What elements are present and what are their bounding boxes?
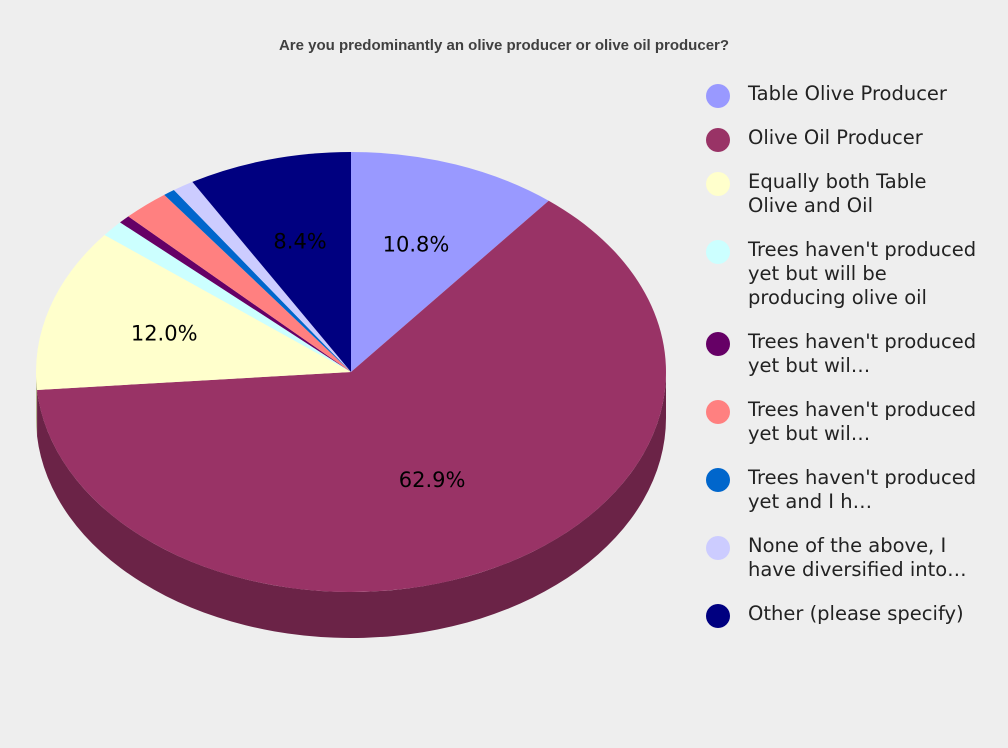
legend-swatch bbox=[706, 468, 730, 492]
legend-item[interactable]: Olive Oil Producer bbox=[706, 126, 978, 152]
slice-label-2: 12.0% bbox=[131, 321, 198, 345]
legend-item[interactable]: Trees haven't produced yet and I h… bbox=[706, 466, 978, 514]
legend-swatch bbox=[706, 604, 730, 628]
legend-label: Trees haven't produced yet but wil… bbox=[748, 398, 977, 445]
legend-label: Trees haven't produced yet but will be p… bbox=[748, 238, 977, 309]
legend-label: Table Olive Producer bbox=[748, 82, 947, 105]
chart-title: Are you predominantly an olive producer … bbox=[278, 37, 730, 54]
legend-swatch bbox=[706, 172, 730, 196]
pie-slice-2[interactable] bbox=[36, 234, 352, 390]
slice-label-0: 10.8% bbox=[383, 232, 450, 256]
pie-slice-7[interactable] bbox=[173, 181, 351, 372]
pie-slice-0[interactable] bbox=[351, 152, 549, 372]
legend-label: Equally both Table Olive and Oil bbox=[748, 170, 927, 217]
legend-swatch bbox=[706, 128, 730, 152]
legend-item[interactable]: Table Olive Producer bbox=[706, 82, 978, 108]
pie-slice-3[interactable] bbox=[104, 222, 351, 372]
slice-label-8: 8.4% bbox=[273, 229, 326, 253]
legend-label: Trees haven't produced yet but wil… bbox=[748, 330, 977, 377]
legend-swatch bbox=[706, 332, 730, 356]
legend-label: Trees haven't produced yet and I h… bbox=[748, 466, 977, 513]
pie-slice-5[interactable] bbox=[128, 194, 351, 372]
pie-slice-side-2 bbox=[36, 372, 38, 436]
pie-slice-6[interactable] bbox=[164, 190, 351, 372]
legend-label: Olive Oil Producer bbox=[748, 126, 923, 149]
legend-swatch bbox=[706, 84, 730, 108]
legend-swatch bbox=[706, 536, 730, 560]
legend-item[interactable]: Trees haven't produced yet but wil… bbox=[706, 398, 978, 446]
legend-label: Other (please specify) bbox=[748, 602, 964, 625]
legend-item[interactable]: Equally both Table Olive and Oil bbox=[706, 170, 978, 218]
legend-item[interactable]: Other (please specify) bbox=[706, 602, 978, 628]
pie-slice-8[interactable] bbox=[192, 152, 351, 372]
legend-item[interactable]: Trees haven't produced yet but will be p… bbox=[706, 238, 978, 310]
legend-item[interactable]: Trees haven't produced yet but wil… bbox=[706, 330, 978, 378]
slice-label-1: 62.9% bbox=[399, 468, 466, 492]
pie-slice-4[interactable] bbox=[120, 216, 351, 372]
pie-slice-side-1 bbox=[37, 372, 666, 639]
legend-swatch bbox=[706, 240, 730, 264]
legend-swatch bbox=[706, 400, 730, 424]
pie-slice-1[interactable] bbox=[37, 200, 666, 593]
legend-label: None of the above, I have diversified in… bbox=[748, 534, 967, 581]
legend-item[interactable]: None of the above, I have diversified in… bbox=[706, 534, 978, 582]
